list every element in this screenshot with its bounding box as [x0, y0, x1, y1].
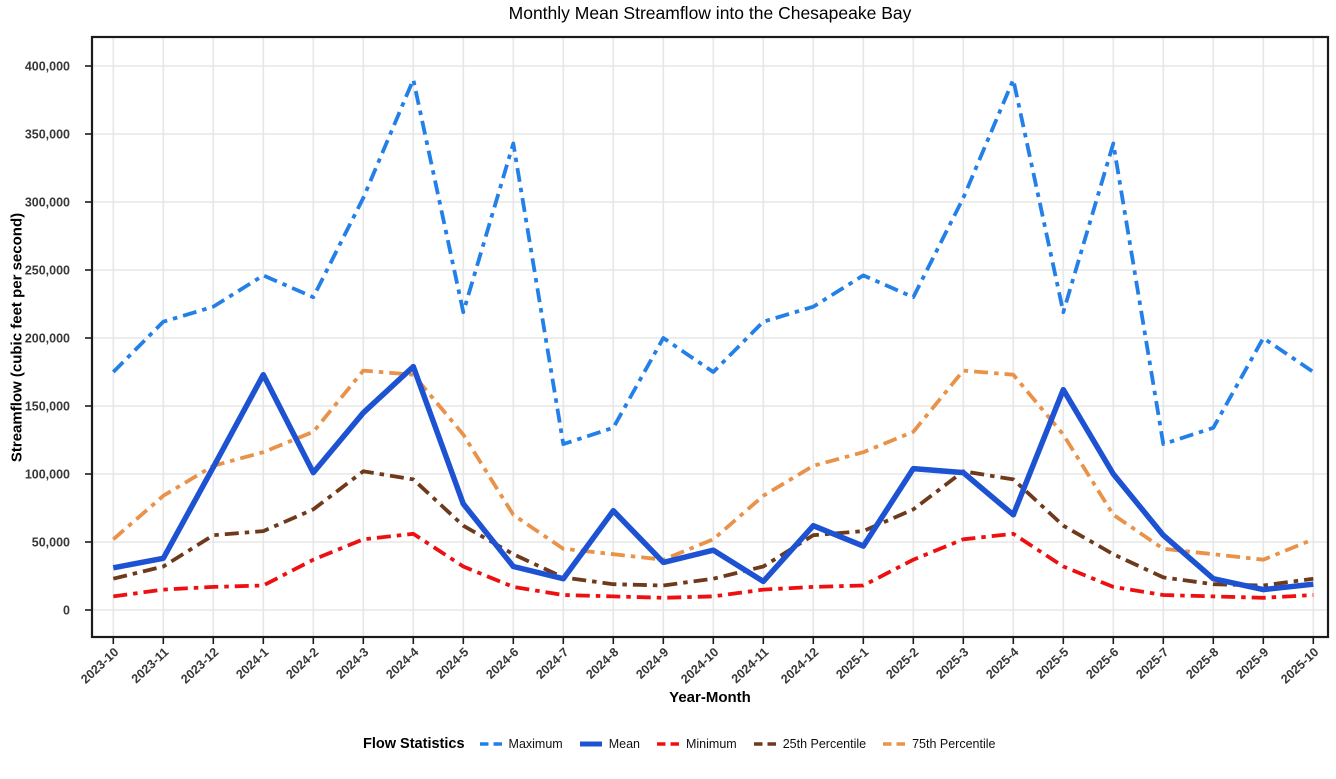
p25-line-key-icon	[753, 742, 776, 746]
svg-text:2024-2: 2024-2	[283, 645, 321, 682]
svg-text:2024-7: 2024-7	[533, 645, 571, 682]
legend-item-25th-percentile: 25th Percentile	[753, 737, 866, 751]
series-line-minimum	[113, 531, 1314, 600]
svg-text:400,000: 400,000	[25, 60, 70, 74]
svg-text:2025-9: 2025-9	[1233, 645, 1271, 682]
svg-text:2024-5: 2024-5	[433, 645, 471, 682]
legend-item-maximum: Maximum	[479, 737, 563, 751]
legend-item-75th-percentile: 75th Percentile	[882, 737, 995, 751]
legend-label: Maximum	[508, 737, 563, 751]
svg-text:200,000: 200,000	[25, 332, 70, 346]
series-line-maximum	[111, 77, 1315, 446]
svg-text:2025-1: 2025-1	[833, 645, 871, 682]
svg-text:2025-3: 2025-3	[933, 645, 971, 682]
svg-text:300,000: 300,000	[25, 196, 70, 210]
mean-line-key-icon	[579, 741, 602, 747]
svg-text:2025-5: 2025-5	[1033, 645, 1071, 682]
maximum-line-key-icon	[479, 742, 502, 746]
svg-text:0: 0	[63, 604, 70, 618]
svg-text:2024-10: 2024-10	[678, 645, 721, 687]
legend-label: Mean	[608, 737, 640, 751]
svg-text:2024-4: 2024-4	[383, 645, 421, 682]
svg-text:2024-3: 2024-3	[333, 645, 371, 682]
svg-text:2025-4: 2025-4	[983, 645, 1021, 682]
svg-text:2025-10: 2025-10	[1278, 645, 1321, 687]
p75-line-key-icon	[883, 742, 906, 746]
svg-text:2023-12: 2023-12	[178, 645, 221, 687]
svg-text:2024-11: 2024-11	[729, 645, 772, 686]
svg-text:2024-9: 2024-9	[633, 645, 671, 682]
svg-text:2025-7: 2025-7	[1133, 645, 1171, 682]
svg-text:2023-11: 2023-11	[129, 645, 172, 686]
svg-text:2024-8: 2024-8	[583, 645, 621, 682]
svg-text:50,000: 50,000	[32, 536, 70, 550]
svg-text:2025-6: 2025-6	[1083, 645, 1121, 682]
series-line-mean	[112, 363, 1314, 593]
svg-text:2023-10: 2023-10	[78, 645, 121, 687]
chart-title: Monthly Mean Streamflow into the Chesape…	[508, 3, 912, 23]
series-line-25th-percentile	[112, 469, 1314, 588]
y-axis-title: Streamflow (cubic feet per second)	[8, 212, 26, 463]
svg-text:2024-12: 2024-12	[778, 645, 821, 687]
svg-text:150,000: 150,000	[25, 400, 70, 414]
svg-text:2025-2: 2025-2	[883, 645, 921, 682]
legend-item-minimum: Minimum	[656, 737, 737, 751]
legend-label: Minimum	[685, 737, 737, 751]
legend-item-mean: Mean	[579, 737, 640, 751]
svg-text:350,000: 350,000	[25, 128, 70, 142]
svg-text:100,000: 100,000	[25, 468, 70, 482]
svg-text:250,000: 250,000	[25, 264, 70, 278]
minimum-line-key-icon	[656, 742, 679, 746]
legend-title: Flow Statistics	[363, 736, 465, 752]
legend-label: 75th Percentile	[912, 737, 996, 751]
svg-text:2024-6: 2024-6	[483, 645, 521, 682]
svg-text:2024-1: 2024-1	[233, 645, 271, 682]
x-axis-title: Year-Month	[669, 689, 751, 706]
legend: Flow Statistics Maximum Mean Minimum 25t…	[363, 736, 1011, 752]
legend-label: 25th Percentile	[782, 737, 867, 751]
svg-text:2025-8: 2025-8	[1183, 645, 1221, 682]
